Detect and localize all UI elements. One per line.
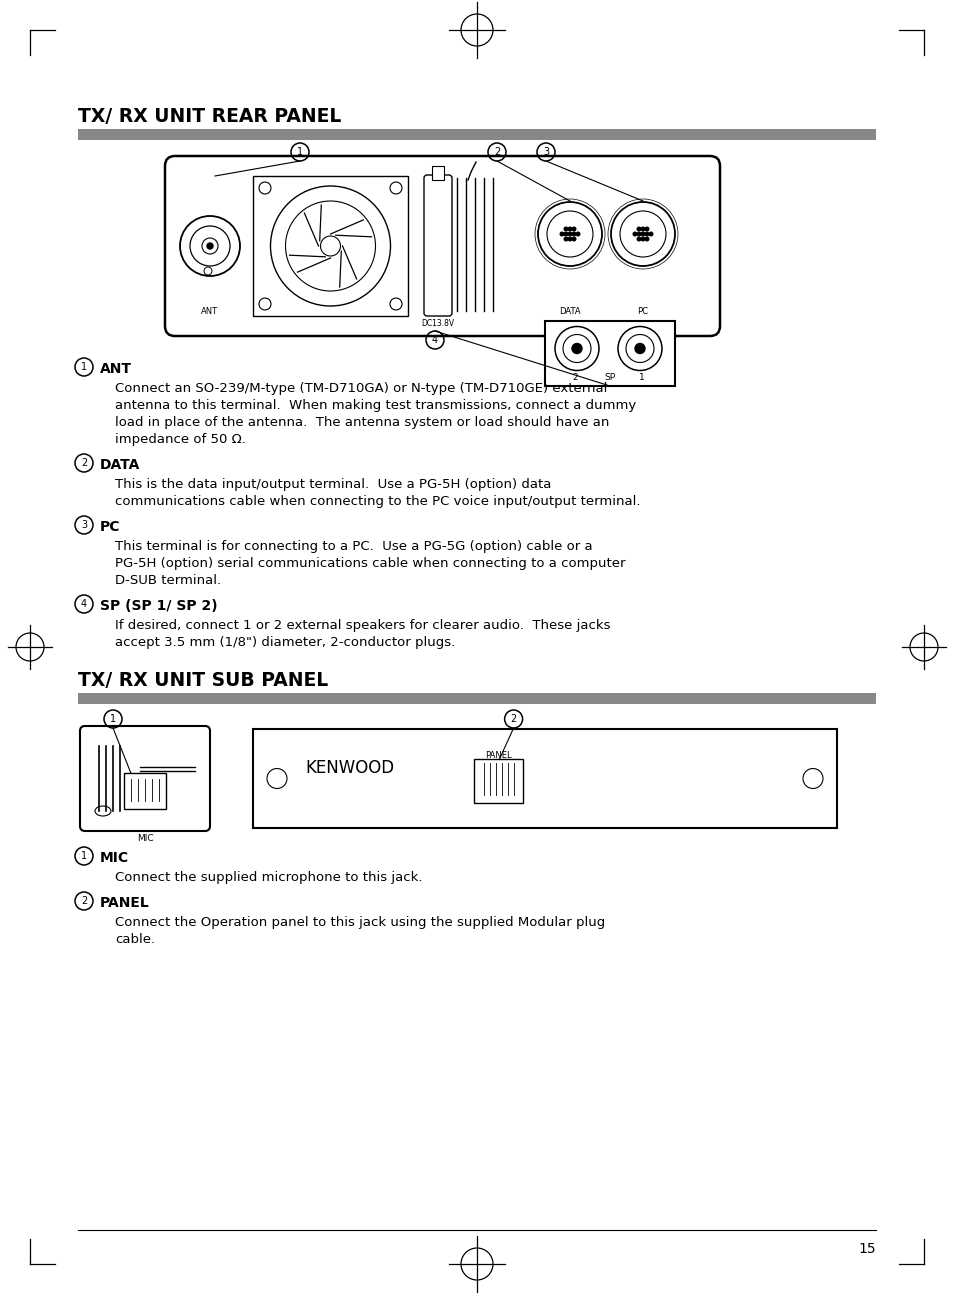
Text: 1: 1 <box>296 148 303 157</box>
FancyBboxPatch shape <box>124 773 166 809</box>
Text: KENWOOD: KENWOOD <box>305 760 394 776</box>
Text: ANT: ANT <box>201 308 218 317</box>
Text: TX/ RX UNIT REAR PANEL: TX/ RX UNIT REAR PANEL <box>78 107 341 126</box>
Circle shape <box>649 232 652 236</box>
Circle shape <box>568 228 571 230</box>
Text: 2: 2 <box>81 895 87 906</box>
Text: 15: 15 <box>858 1242 875 1256</box>
Text: PANEL: PANEL <box>100 895 150 910</box>
Text: 1: 1 <box>81 851 87 861</box>
Text: antenna to this terminal.  When making test transmissions, connect a dummy: antenna to this terminal. When making te… <box>115 399 636 411</box>
Text: This terminal is for connecting to a PC.  Use a PG-5G (option) cable or a: This terminal is for connecting to a PC.… <box>115 540 592 553</box>
Text: Connect the supplied microphone to this jack.: Connect the supplied microphone to this … <box>115 871 422 884</box>
Circle shape <box>207 243 213 248</box>
Text: 2: 2 <box>81 458 87 468</box>
Text: ANT: ANT <box>100 362 132 377</box>
Circle shape <box>572 232 576 236</box>
FancyBboxPatch shape <box>80 726 210 831</box>
FancyBboxPatch shape <box>253 176 408 316</box>
Text: 1: 1 <box>639 374 644 383</box>
Text: TX/ RX UNIT SUB PANEL: TX/ RX UNIT SUB PANEL <box>78 672 328 690</box>
Text: 2: 2 <box>572 374 578 383</box>
Text: SP: SP <box>604 374 615 383</box>
FancyBboxPatch shape <box>474 760 522 804</box>
Text: load in place of the antenna.  The antenna system or load should have an: load in place of the antenna. The antenn… <box>115 415 609 430</box>
Text: D-SUB terminal.: D-SUB terminal. <box>115 575 221 587</box>
Circle shape <box>576 232 579 236</box>
FancyBboxPatch shape <box>544 321 675 386</box>
Circle shape <box>563 228 567 230</box>
Circle shape <box>559 232 563 236</box>
Circle shape <box>637 232 640 236</box>
Circle shape <box>572 237 576 241</box>
Circle shape <box>644 228 648 230</box>
Text: 1: 1 <box>81 362 87 371</box>
Text: PG-5H (option) serial communications cable when connecting to a computer: PG-5H (option) serial communications cab… <box>115 556 625 569</box>
Text: communications cable when connecting to the PC voice input/output terminal.: communications cable when connecting to … <box>115 496 639 509</box>
Text: impedance of 50 Ω.: impedance of 50 Ω. <box>115 433 246 446</box>
Text: DATA: DATA <box>100 458 140 472</box>
Text: Connect the Operation panel to this jack using the supplied Modular plug: Connect the Operation panel to this jack… <box>115 916 604 929</box>
Circle shape <box>568 232 571 236</box>
Text: SP (SP 1/ SP 2): SP (SP 1/ SP 2) <box>100 599 217 613</box>
Text: 2: 2 <box>494 148 499 157</box>
Text: 3: 3 <box>542 148 549 157</box>
Circle shape <box>572 343 581 353</box>
Text: 3: 3 <box>81 520 87 531</box>
Text: 4: 4 <box>81 599 87 609</box>
Bar <box>78 694 875 704</box>
Text: This is the data input/output terminal.  Use a PG-5H (option) data: This is the data input/output terminal. … <box>115 477 551 490</box>
Circle shape <box>640 232 644 236</box>
Circle shape <box>644 237 648 241</box>
Text: cable.: cable. <box>115 933 155 946</box>
Circle shape <box>635 343 644 353</box>
Circle shape <box>563 237 567 241</box>
Bar <box>78 129 875 140</box>
Circle shape <box>637 237 640 241</box>
Circle shape <box>568 237 571 241</box>
Text: 1: 1 <box>110 714 116 725</box>
Circle shape <box>563 232 567 236</box>
Text: Connect an SO-239/M-type (TM-D710GA) or N-type (TM-D710GE) external: Connect an SO-239/M-type (TM-D710GA) or … <box>115 382 607 395</box>
Circle shape <box>640 237 644 241</box>
Text: 2: 2 <box>510 714 517 725</box>
Text: MIC: MIC <box>100 851 129 864</box>
Text: If desired, connect 1 or 2 external speakers for clearer audio.  These jacks: If desired, connect 1 or 2 external spea… <box>115 619 610 631</box>
Text: PANEL: PANEL <box>485 751 512 760</box>
Text: accept 3.5 mm (1/8") diameter, 2-conductor plugs.: accept 3.5 mm (1/8") diameter, 2-conduct… <box>115 635 455 650</box>
Circle shape <box>572 228 576 230</box>
Circle shape <box>640 228 644 230</box>
Text: PC: PC <box>100 520 120 534</box>
Circle shape <box>637 228 640 230</box>
Circle shape <box>633 232 637 236</box>
Text: PC: PC <box>637 308 648 317</box>
FancyBboxPatch shape <box>165 157 720 336</box>
Text: DATA: DATA <box>558 308 580 317</box>
FancyBboxPatch shape <box>432 166 443 180</box>
FancyBboxPatch shape <box>423 175 452 316</box>
Text: DC13.8V: DC13.8V <box>421 320 454 327</box>
Text: MIC: MIC <box>136 835 153 842</box>
FancyBboxPatch shape <box>253 729 836 828</box>
Text: 4: 4 <box>432 335 437 345</box>
Circle shape <box>644 232 648 236</box>
